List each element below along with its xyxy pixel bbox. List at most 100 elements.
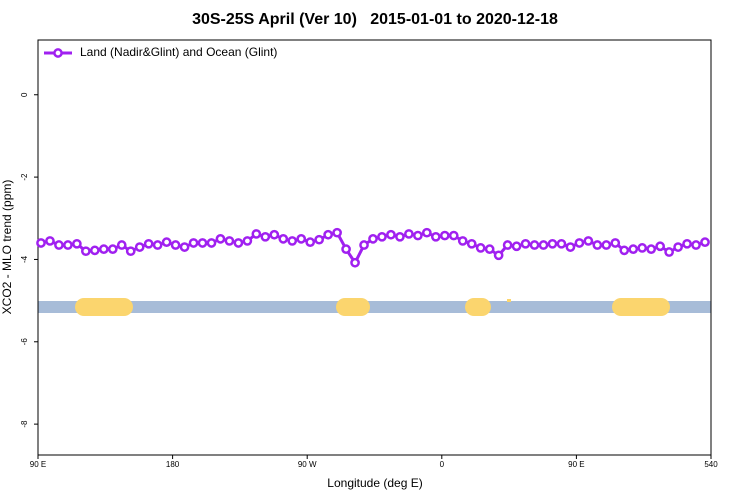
data-point xyxy=(466,238,477,249)
data-point xyxy=(655,241,666,252)
data-point xyxy=(511,241,522,252)
y-tick-label: -6 xyxy=(20,338,29,346)
data-point xyxy=(583,236,594,246)
data-point xyxy=(538,240,549,250)
data-point xyxy=(377,231,387,242)
land-band xyxy=(75,298,133,316)
data-point xyxy=(457,236,468,246)
data-point xyxy=(36,238,46,248)
data-point xyxy=(673,242,683,252)
data-point xyxy=(323,229,333,240)
data-point xyxy=(592,240,603,250)
y-tick-label: 0 xyxy=(20,92,29,97)
data-point xyxy=(152,240,163,250)
data-point xyxy=(179,242,190,252)
data-point xyxy=(646,244,657,254)
land-band xyxy=(612,298,670,316)
plot-frame xyxy=(37,39,712,456)
data-point xyxy=(107,244,118,254)
data-point xyxy=(601,240,612,250)
data-point xyxy=(529,240,540,250)
data-point xyxy=(475,243,486,253)
y-tick-label: -4 xyxy=(20,255,29,263)
x-axis-label: Longitude (deg E) xyxy=(327,476,422,490)
data-point xyxy=(260,231,271,242)
data-point xyxy=(332,227,342,238)
legend-label: Land (Nadir&Glint) and Ocean (Glint) xyxy=(80,45,277,59)
data-point xyxy=(251,229,262,239)
data-point xyxy=(493,250,504,261)
data-point xyxy=(116,240,127,250)
data-point xyxy=(565,242,576,252)
data-point xyxy=(610,238,621,248)
data-point xyxy=(628,244,639,254)
data-point xyxy=(269,229,280,240)
data-point xyxy=(448,230,459,241)
data-point xyxy=(484,244,495,254)
y-tick-label: -2 xyxy=(20,173,29,181)
data-point xyxy=(682,238,692,249)
y-axis-label: XCO2 - MLO trend (ppm) xyxy=(0,180,14,315)
data-point xyxy=(197,238,208,248)
data-point xyxy=(664,247,674,257)
data-point xyxy=(89,245,100,256)
data-point xyxy=(305,237,316,247)
data-point xyxy=(54,240,64,250)
data-point xyxy=(134,242,145,252)
land-band xyxy=(336,298,370,316)
data-point xyxy=(637,243,648,253)
data-point xyxy=(619,245,630,256)
data-point xyxy=(188,238,199,248)
x-tick-label: 90 E xyxy=(568,460,584,469)
data-point xyxy=(215,234,226,244)
data-point xyxy=(296,234,307,244)
legend-marker xyxy=(53,48,63,58)
data-point xyxy=(278,234,289,244)
data-point xyxy=(395,231,405,242)
data-point xyxy=(45,236,55,246)
data-point xyxy=(700,237,710,247)
data-point xyxy=(350,257,360,268)
data-point xyxy=(520,238,531,249)
data-point xyxy=(368,234,378,244)
data-point xyxy=(341,244,351,254)
data-point xyxy=(430,231,441,242)
data-point xyxy=(547,238,558,249)
y-tick-label: -8 xyxy=(20,420,29,428)
x-tick-label: 90 W xyxy=(298,460,317,469)
land-band xyxy=(507,299,511,302)
chart-title: 30S-25S April (Ver 10) 2015-01-01 to 202… xyxy=(192,11,558,28)
data-point xyxy=(359,240,369,250)
land-ocean-strip xyxy=(38,298,711,316)
data-point xyxy=(556,238,567,249)
data-point xyxy=(314,234,325,245)
data-point xyxy=(287,236,298,246)
data-point xyxy=(81,246,91,257)
data-point xyxy=(98,244,109,254)
data-point xyxy=(421,227,432,238)
data-point xyxy=(404,229,414,239)
x-tick-label: 90 E xyxy=(30,460,46,469)
data-point xyxy=(413,230,423,241)
ocean-band xyxy=(38,301,711,313)
x-tick-label: 180 xyxy=(166,460,180,469)
data-point xyxy=(386,229,396,240)
data-point xyxy=(170,240,181,250)
data-point xyxy=(439,230,450,241)
data-point xyxy=(574,238,585,248)
data-point xyxy=(125,246,136,257)
data-point xyxy=(242,236,253,246)
x-tick-label: 540 xyxy=(704,460,718,469)
data-point xyxy=(233,238,244,248)
x-tick-label: 0 xyxy=(440,460,445,469)
data-point xyxy=(72,238,82,249)
land-band xyxy=(465,298,491,316)
data-point xyxy=(143,238,154,249)
data-point xyxy=(63,240,73,250)
data-point xyxy=(224,236,235,246)
data-point xyxy=(502,240,513,250)
data-point xyxy=(206,238,217,248)
data-point xyxy=(691,240,701,250)
data-point xyxy=(161,237,172,247)
